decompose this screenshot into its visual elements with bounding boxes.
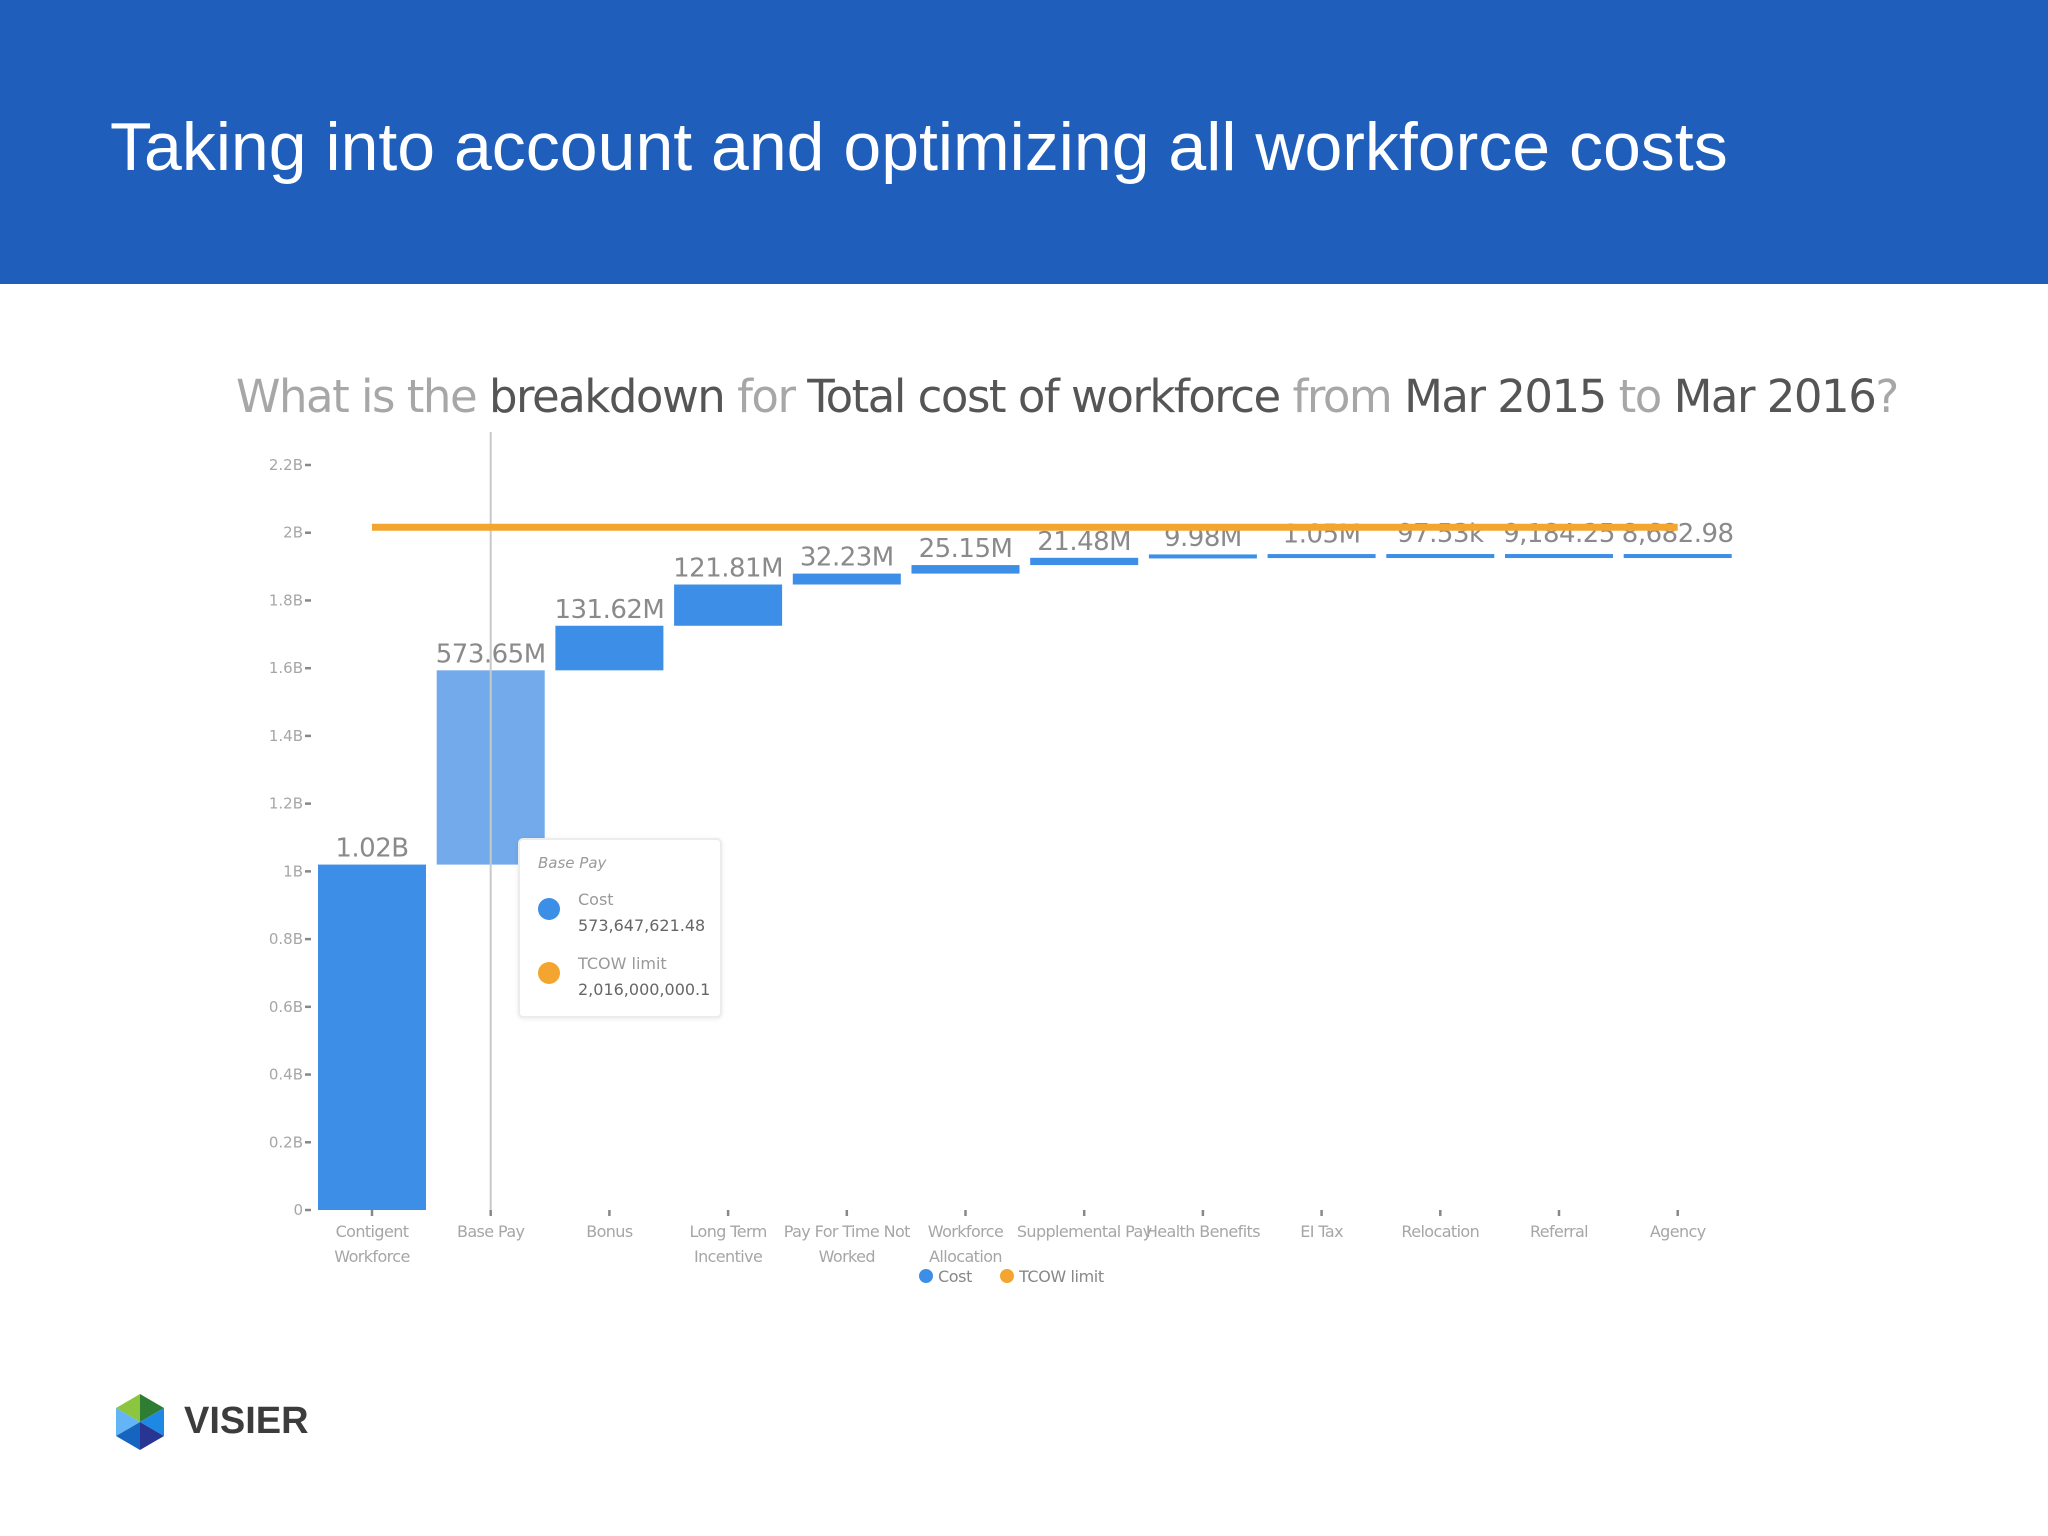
visier-logo-icon — [116, 1394, 164, 1450]
legend-label[interactable]: TCOW limit — [1018, 1267, 1104, 1286]
hover-tooltip: Base Pay Cost 573,647,621.48 TCOW limit … — [518, 838, 722, 1018]
cost-bar[interactable] — [1623, 554, 1732, 559]
bar-labels: 1.02B 573.65M 131.62M 121.81M 32.23M 25.15M 21… — [335, 519, 1734, 864]
y-axis: 0 0.2B 0.4B 0.6B 0.8B 1B 1.2B 1.4B 1.6B 1.8B 2B 2.2… — [269, 456, 311, 1219]
x-category-label: Contigent — [336, 1222, 409, 1241]
bar-value-label: 25.15M — [919, 534, 1013, 564]
x-category-label: Allocation — [929, 1247, 1002, 1266]
y-tick-label: 0.8B — [269, 930, 303, 948]
cost-bar[interactable] — [1386, 554, 1495, 559]
question-part[interactable]: breakdown — [488, 370, 726, 423]
x-category-label: Agency — [1650, 1222, 1706, 1241]
x-category-label: Base Pay — [457, 1222, 525, 1241]
x-category-label: Workforce — [928, 1222, 1003, 1241]
y-tick-label: 2.2B — [269, 456, 303, 474]
question-part: ? — [1875, 370, 1899, 423]
y-tick-label: 1.8B — [269, 591, 303, 609]
cost-bar[interactable] — [555, 625, 664, 671]
tooltip-limit-label: TCOW limit — [578, 954, 667, 973]
cost-bar[interactable] — [792, 573, 901, 585]
question-part[interactable]: Mar 2015 — [1404, 370, 1607, 423]
visier-logo-text: VISIER — [184, 1400, 309, 1442]
legend-label[interactable]: Cost — [938, 1267, 972, 1286]
y-tick-label: 1.4B — [269, 727, 303, 745]
y-tick-label: 1B — [283, 862, 303, 880]
x-category-label: Incentive — [694, 1247, 762, 1266]
y-tick-label: 0 — [293, 1201, 303, 1219]
cost-dot-icon — [538, 898, 560, 920]
x-category-label: Referral — [1530, 1222, 1588, 1241]
cost-bar[interactable] — [911, 565, 1020, 574]
bar-value-label: 573.65M — [436, 639, 546, 669]
y-tick-label: 2B — [283, 524, 303, 542]
tooltip-limit-value: 2,016,000,000.1 — [578, 980, 711, 999]
question-part: to — [1605, 370, 1674, 423]
cost-bar[interactable] — [1505, 554, 1613, 559]
limit-dot-icon — [538, 962, 560, 984]
cost-bars — [318, 432, 1732, 1210]
bar-value-label: 131.62M — [554, 595, 664, 625]
tooltip-cost-label: Cost — [578, 890, 614, 909]
x-category-label: Relocation — [1401, 1222, 1479, 1241]
x-axis: Contigent Workforce Base Pay Bonus Long Term… — [334, 1210, 1706, 1266]
y-tick-label: 0.4B — [269, 1066, 303, 1084]
y-tick-label: 0.2B — [269, 1133, 303, 1151]
cost-bar[interactable] — [674, 584, 783, 626]
tooltip-title: Base Pay — [538, 854, 607, 872]
bar-value-label: 1.02B — [335, 834, 408, 864]
cost-bar[interactable] — [1148, 554, 1257, 559]
question-part: What is the — [236, 370, 489, 423]
chart-question: What is the breakdown for Total cost of … — [236, 370, 1899, 423]
x-category-label: Workforce — [334, 1247, 409, 1266]
page-title: Taking into account and optimizing all w… — [110, 109, 1728, 185]
legend: Cost TCOW limit — [919, 1267, 1104, 1286]
x-category-label: EI Tax — [1300, 1222, 1343, 1241]
y-tick-label: 1.6B — [269, 659, 303, 677]
x-category-label: Health Benefits — [1146, 1222, 1260, 1241]
legend-swatch — [1000, 1269, 1014, 1283]
x-category-label: Bonus — [586, 1222, 633, 1241]
legend-swatch — [919, 1269, 933, 1283]
bar-value-label: 21.48M — [1037, 527, 1131, 557]
cost-bar[interactable] — [1267, 554, 1376, 559]
waterfall-chart: 0 0.2B 0.4B 0.6B 0.8B 1B 1.2B 1.4B 1.6B 1.8B 2B 2.2… — [269, 432, 1734, 1286]
bar-value-label: 32.23M — [800, 543, 894, 573]
bar-value-label: 97.53k — [1397, 519, 1484, 549]
question-part[interactable]: Mar 2016 — [1673, 370, 1877, 423]
y-tick-label: 0.6B — [269, 998, 303, 1016]
header-banner: Taking into account and optimizing all w… — [0, 0, 2048, 284]
question-part[interactable]: Total cost of workforce — [807, 370, 1281, 423]
x-category-label: Long Term — [690, 1222, 767, 1241]
cost-bar[interactable] — [318, 864, 426, 1210]
bar-value-label: 8,682.98 — [1622, 519, 1734, 549]
question-part: for — [724, 370, 808, 423]
x-category-label: Worked — [819, 1247, 875, 1266]
bar-value-label: 9,184.25 — [1503, 519, 1615, 549]
question-part: from — [1279, 370, 1405, 423]
tooltip-cost-value: 573,647,621.48 — [578, 916, 706, 935]
y-tick-label: 1.2B — [269, 795, 303, 813]
x-category-label: Supplemental Pay — [1017, 1222, 1152, 1241]
cost-bar[interactable] — [1030, 557, 1139, 566]
x-category-label: Pay For Time Not — [784, 1222, 910, 1241]
bar-value-label: 121.81M — [673, 554, 783, 584]
